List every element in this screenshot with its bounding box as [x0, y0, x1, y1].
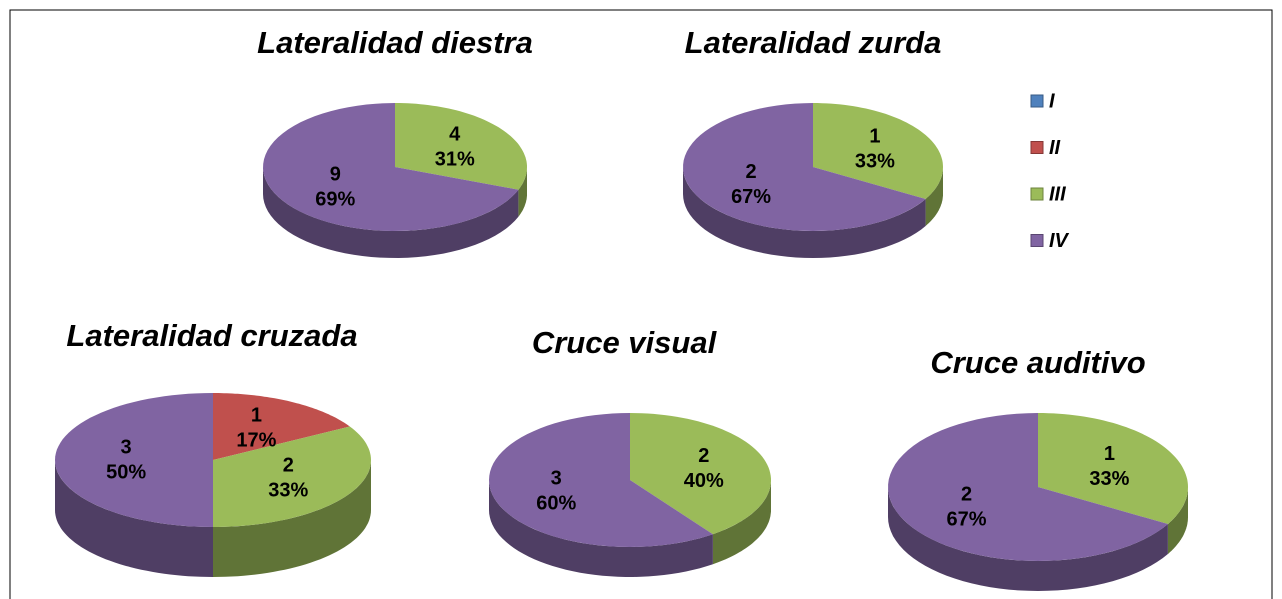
- chart-title: Cruce visual: [532, 325, 718, 360]
- slice-side: [489, 480, 713, 577]
- chart-title: Lateralidad cruzada: [66, 318, 357, 353]
- data-label: 9: [330, 163, 341, 185]
- legend-label: III: [1049, 183, 1066, 205]
- chart-title: Lateralidad diestra: [257, 25, 533, 60]
- legend-label: I: [1049, 90, 1055, 112]
- slice-top: [888, 413, 1168, 561]
- data-label: 33%: [268, 480, 308, 502]
- pie-slice: [1038, 413, 1188, 554]
- legend-swatch: [1030, 141, 1044, 154]
- data-label: 2: [283, 455, 294, 477]
- data-label: 33%: [1089, 468, 1129, 490]
- data-label: 60%: [536, 493, 576, 515]
- slice-top: [1038, 413, 1188, 524]
- pie-slice: [213, 426, 371, 577]
- pie-slice: [213, 393, 350, 460]
- slice-side: [518, 167, 527, 217]
- data-label: 67%: [731, 186, 771, 208]
- pie-slice: [489, 413, 713, 577]
- data-label: 17%: [236, 429, 276, 451]
- slice-side: [55, 460, 213, 577]
- slice-side: [888, 487, 1168, 591]
- data-label: 40%: [684, 470, 724, 492]
- slice-top: [213, 393, 350, 460]
- data-label: 4: [449, 123, 461, 145]
- pie-slice: [813, 103, 943, 226]
- legend-label: II: [1049, 137, 1061, 159]
- legend-swatch: [1030, 94, 1044, 108]
- legend-label: IV: [1049, 230, 1070, 252]
- chart-title: Cruce auditivo: [930, 345, 1145, 380]
- data-label: 3: [121, 436, 132, 458]
- data-label: 67%: [947, 509, 987, 531]
- slice-top: [213, 426, 371, 527]
- slice-side: [213, 460, 371, 577]
- slice-top: [813, 103, 943, 199]
- slice-top: [263, 103, 519, 231]
- data-label: 1: [869, 126, 880, 148]
- data-label: 2: [698, 445, 709, 467]
- slice-top: [55, 393, 213, 527]
- data-label: 69%: [315, 188, 355, 210]
- data-label: 50%: [106, 461, 146, 483]
- legend-swatch: [1030, 234, 1044, 247]
- pie-slice: [630, 413, 771, 565]
- pie-slice: [395, 103, 527, 217]
- frame: [9, 9, 1273, 599]
- legend-swatch: [1030, 187, 1044, 201]
- data-label: 2: [961, 484, 972, 506]
- pie-slice: [55, 393, 213, 577]
- data-label: 3: [551, 468, 562, 490]
- data-label: 33%: [855, 151, 895, 173]
- data-label: 31%: [435, 148, 475, 170]
- slice-side: [1167, 487, 1188, 554]
- slice-side: [712, 480, 771, 565]
- slice-top: [489, 413, 713, 547]
- pie-slice: [263, 103, 519, 258]
- slice-top: [683, 103, 926, 231]
- slice-side: [683, 167, 926, 258]
- slice-side: [925, 167, 943, 226]
- data-label: 2: [746, 161, 757, 183]
- data-label: 1: [1104, 443, 1115, 465]
- pie-slice: [683, 103, 926, 258]
- data-label: 1: [251, 404, 262, 426]
- slice-top: [395, 103, 527, 190]
- pie-slice: [888, 413, 1168, 591]
- chart-title: Lateralidad zurda: [685, 25, 942, 60]
- slice-side: [263, 167, 519, 258]
- slice-top: [630, 413, 771, 535]
